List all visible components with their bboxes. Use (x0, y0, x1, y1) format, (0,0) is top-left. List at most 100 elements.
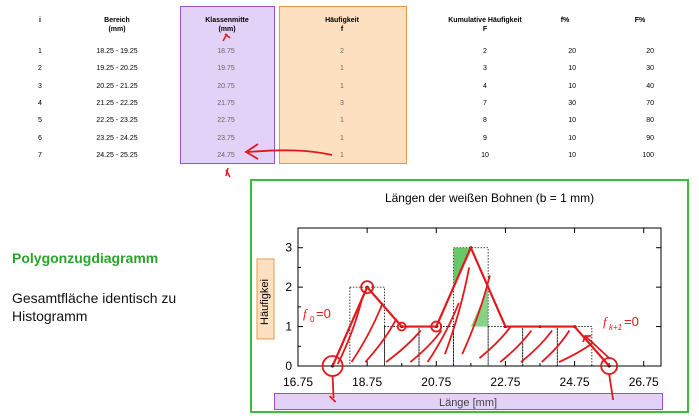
header-klassenmitte: Klassenmitte (mm) (205, 17, 249, 33)
fk1-subscript: k+1 (609, 323, 622, 332)
table-cell-i: 1 (38, 48, 42, 55)
table-cell-F: 9 (483, 134, 487, 142)
table-cell-F: 7 (483, 99, 487, 107)
x-tick-label: 20.75 (421, 375, 451, 389)
haeufigkeit-highlight (279, 6, 407, 164)
histogram-bar (453, 247, 489, 367)
table-cell-mitte: 22.75 (217, 117, 235, 125)
table-cell-bereich: 18.25 - 19.25 (96, 48, 138, 55)
table-cell-fp: 10 (568, 65, 576, 73)
table-cell-mitte: 21.75 (217, 99, 235, 107)
header-bereich: Bereich (mm) (104, 17, 130, 33)
table-cell-bereich: 24.25 - 25.25 (96, 151, 138, 159)
fk1-label: f (603, 314, 609, 329)
table-cell-bereich: 20.25 - 21.25 (96, 82, 138, 90)
x-axis-label: Länge [mm] (439, 397, 497, 409)
table-cell-mitte: 20.75 (217, 82, 235, 90)
table-cell-Fp: 40 (646, 82, 654, 90)
red-circle (430, 320, 443, 333)
table-cell-bereich: 22.25 - 23.25 (96, 117, 138, 125)
table-cell-mitte: 19.75 (217, 65, 235, 73)
section-description: Gesamtfläche identisch zu Histogramm (12, 290, 177, 324)
table-cell-i: 5 (38, 117, 42, 125)
table-cell-mitte: 23.75 (217, 134, 235, 142)
red-hatch-stroke (350, 302, 384, 363)
table-cell-f: 1 (340, 65, 344, 73)
table-cell-fp: 20 (568, 48, 576, 55)
y-axis-label: Häufigkei (259, 279, 271, 325)
table-cell-f: 1 (340, 151, 344, 159)
red-hatch-stroke (520, 329, 553, 363)
table-cell-mitte: 24.75 (217, 151, 235, 159)
y-tick-label: 2 (285, 280, 292, 294)
red-arrow-left (331, 375, 335, 399)
y-axis-label-highlight (256, 258, 275, 340)
section-title: Polygonzugdiagramm (12, 250, 159, 266)
x-tick-label: 16.75 (283, 375, 313, 389)
x-tick-label: 26.75 (629, 375, 659, 389)
header-kumulativ: Kumulative Häufigkeit F (448, 17, 522, 33)
table-cell-F: 8 (483, 117, 487, 125)
x-axis-label-highlight (274, 393, 663, 410)
table-cell-f: 3 (340, 99, 344, 107)
table-cell-fp: 10 (568, 134, 576, 142)
table-cell-bereich: 21.25 - 22.25 (96, 99, 138, 107)
table-cell-Fp: 80 (646, 117, 654, 125)
table-cell-i: 3 (38, 82, 42, 90)
histogram-bar (522, 326, 558, 367)
table-cell-F: 4 (483, 82, 487, 90)
red-arrow-right-up-head (582, 335, 592, 343)
green-hatch-2 (470, 287, 489, 327)
red-tick-mark-top (222, 33, 231, 42)
red-hatch-stroke (364, 318, 398, 363)
table-cell-bereich: 19.25 - 20.25 (96, 65, 138, 73)
red-hatch-stroke (385, 329, 422, 363)
red-arrow-right-up (584, 335, 610, 359)
red-hatch-stroke (461, 275, 491, 355)
red-hatch-stroke (541, 330, 571, 363)
table-cell-mitte: 18.75 (217, 48, 235, 55)
x-tick-label: 18.75 (352, 375, 382, 389)
red-arrow-right (608, 373, 615, 401)
red-circle (396, 321, 407, 332)
table-cell-Fp: 20 (646, 48, 654, 55)
klassenmitte-highlight (180, 6, 275, 164)
table-cell-i: 6 (38, 134, 42, 142)
table-cell-Fp: 70 (646, 99, 654, 107)
histogram-bar (487, 326, 524, 367)
table-cell-F: 10 (481, 151, 489, 159)
y-tick-label: 3 (285, 241, 292, 255)
red-trace (331, 246, 610, 367)
frequency-polygon (332, 246, 610, 367)
header-i: i (39, 17, 41, 24)
chart-frame (250, 179, 689, 413)
table-cell-i: 7 (38, 151, 42, 159)
histogram-bar (384, 326, 420, 367)
red-hatch-stroke (444, 267, 471, 355)
table-red-arrow (247, 149, 333, 156)
table-cell-f: 1 (340, 82, 344, 90)
red-arrow-left-head (328, 395, 337, 403)
table-cell-F: 2 (483, 48, 487, 55)
table-cell-fp: 30 (568, 99, 576, 107)
y-tick-label: 1 (285, 320, 292, 334)
chart-title: Längen der weißen Bohnen (b = 1 mm) (385, 191, 594, 205)
red-tick-mark-bottom (225, 167, 231, 178)
f0-subscript: 0 (310, 315, 315, 324)
table-cell-F: 3 (483, 65, 487, 73)
red-hatch-stroke (409, 329, 443, 363)
red-hatch-stroke (499, 329, 533, 363)
y-tick-label: 0 (285, 359, 292, 373)
f0-label: f (303, 306, 309, 321)
x-tick-label: 24.75 (560, 375, 590, 389)
red-hatch-stroke (558, 341, 595, 363)
fk1-equals: =0 (624, 314, 639, 329)
table-cell-f: 1 (340, 134, 344, 142)
header-haeufigkeit: Häufigkeit f (325, 17, 359, 33)
table-cell-Fp: 30 (646, 65, 654, 73)
table-cell-i: 4 (38, 99, 42, 107)
table-red-arrow-head (244, 143, 259, 160)
table-cell-f: 2 (340, 48, 344, 55)
red-circle (360, 280, 375, 295)
